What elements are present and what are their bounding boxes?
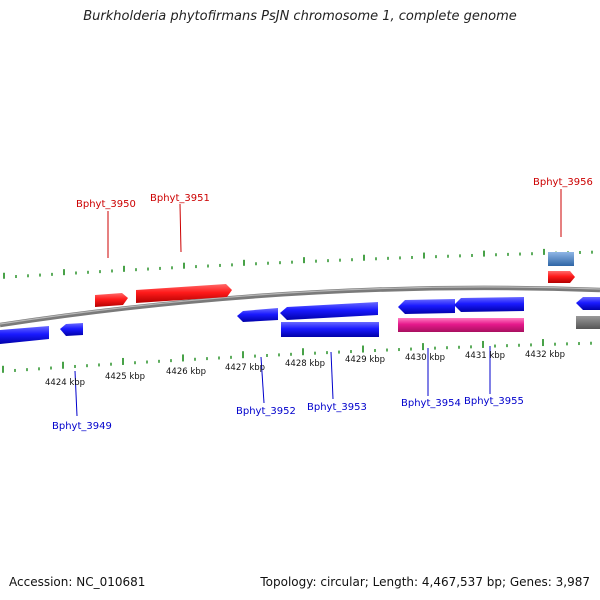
gene-label-bphyt-3950[interactable]: Bphyt_3950 (76, 199, 136, 210)
gene-label-bphyt-3955[interactable]: Bphyt_3955 (464, 396, 524, 407)
gene-arrow-right-edge[interactable] (576, 297, 600, 310)
gene-arrow-bphyt-3950[interactable] (95, 293, 128, 307)
kbp-label: 4432 kbp (525, 350, 565, 360)
gene-arrow-bphyt-3949[interactable] (60, 323, 83, 336)
gene-arrow-bphyt-3956[interactable] (548, 271, 575, 283)
gene-label-bphyt-3952[interactable]: Bphyt_3952 (236, 406, 296, 417)
kbp-label: 4430 kbp (405, 353, 445, 363)
label-leader-lines (74, 189, 562, 417)
gene-label-bphyt-3954[interactable]: Bphyt_3954 (401, 398, 461, 409)
upper-tick-row (3, 248, 593, 279)
kbp-label: 4424 kbp (45, 378, 85, 388)
gene-arrow-bphyt-3952[interactable] (237, 308, 278, 322)
gene-arrow-left-edge[interactable] (0, 326, 49, 344)
lower-tick-row (2, 339, 592, 373)
gene-arrow-bphyt-3953-upper[interactable] (280, 302, 378, 320)
gene-box-right-edge-grey[interactable] (576, 316, 600, 329)
accession-label: Accession: NC_010681 (9, 575, 146, 589)
gene-arrow-bphyt-3955[interactable] (454, 297, 524, 312)
gene-label-bphyt-3951[interactable]: Bphyt_3951 (150, 193, 210, 204)
chromosome-backbone (0, 285, 600, 328)
chromosome-backbone-highlight (0, 286, 600, 325)
kbp-label: 4431 kbp (465, 351, 505, 361)
kbp-label: 4425 kbp (105, 372, 145, 382)
kbp-label: 4426 kbp (166, 367, 206, 377)
genome-summary: Topology: circular; Length: 4,467,537 bp… (260, 575, 590, 589)
map-title: Burkholderia phytofirmans PsJN chromosom… (83, 9, 517, 24)
kbp-label: 4427 kbp (225, 363, 265, 373)
gene-label-bphyt-3953[interactable]: Bphyt_3953 (307, 402, 367, 413)
gene-arrow-bphyt-3954[interactable] (398, 299, 455, 314)
rna-box-bphyt-3954[interactable] (398, 318, 524, 332)
kbp-label: 4429 kbp (345, 355, 385, 365)
gene-box-bphyt-3953[interactable] (281, 322, 379, 337)
gene-label-bphyt-3956[interactable]: Bphyt_3956 (533, 177, 593, 188)
gene-arrow-bphyt-3951[interactable] (136, 284, 232, 303)
gene-label-bphyt-3949[interactable]: Bphyt_3949 (52, 421, 112, 432)
kbp-label: 4428 kbp (285, 359, 325, 369)
gene-box-bphyt-3956-upper[interactable] (548, 252, 574, 266)
